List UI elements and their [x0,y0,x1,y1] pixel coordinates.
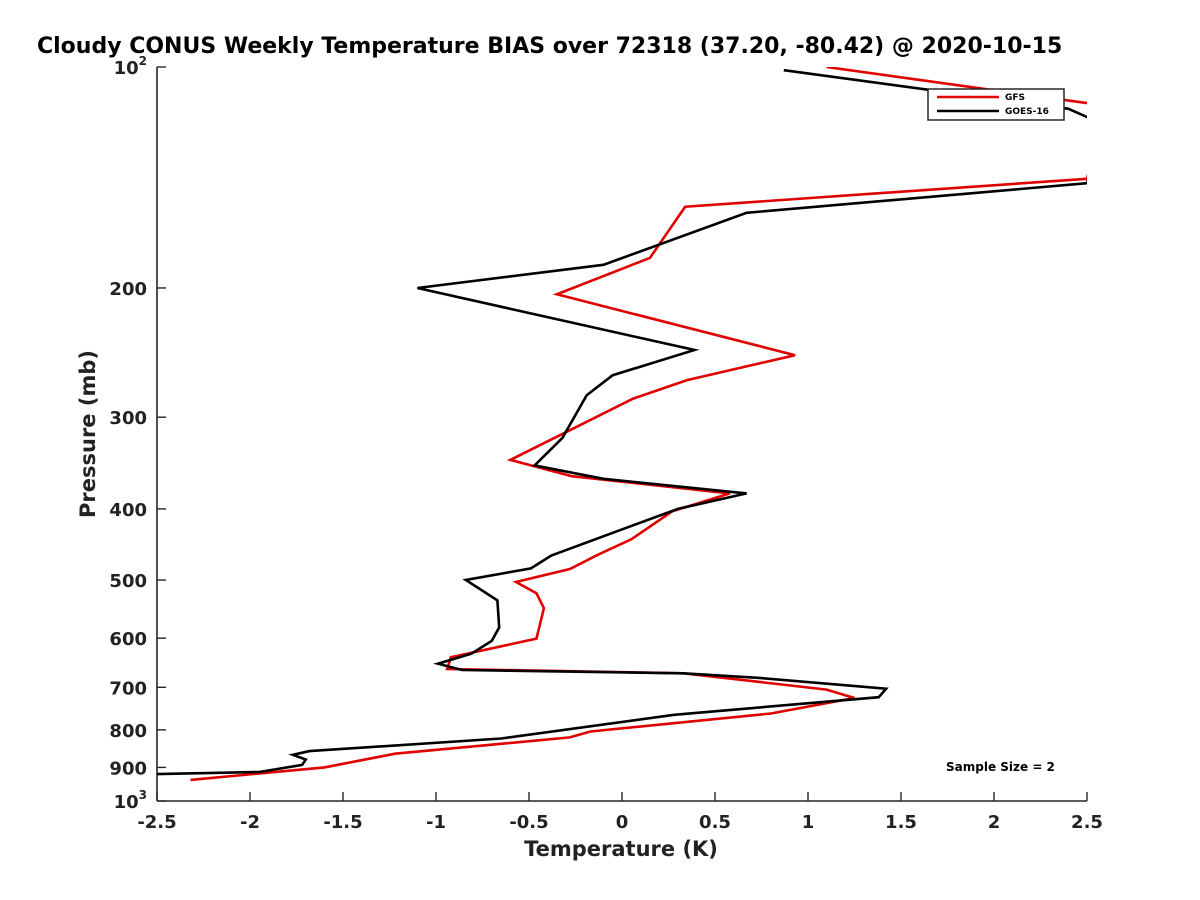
x-tick-label: 0 [616,812,629,833]
x-tick-label: 2 [988,812,1001,833]
legend-label-gfs: GFS [1005,93,1025,103]
x-axis-label: Temperature (K) [524,837,718,861]
legend: GFS GOES-16 [927,88,1065,121]
series-lines [157,67,1087,782]
y-tick-label: 400 [109,500,147,521]
x-ticks: -2.5 -2 -1.5 -1 -0.5 0 0.5 1 1.5 2 2.5 [137,792,1103,833]
x-tick-label: 2.5 [1071,812,1103,833]
chart-title: Cloudy CONUS Weekly Temperature BIAS ove… [37,34,1062,59]
y-tick-label: 102 [114,54,147,79]
x-tick-label: -1.5 [323,812,362,833]
legend-box [927,88,1065,121]
x-tick-label: 1 [802,812,815,833]
plot-area: -2.5 -2 -1.5 -1 -0.5 0 0.5 1 1.5 2 2.5 102 200 300 40… [109,54,1103,833]
y-tick-label: 900 [109,758,147,779]
y-ticks: 102 200 300 400 500 600 700 800 900 103 [109,54,166,813]
y-axis-label: Pressure (mb) [76,350,100,518]
legend-label-goes16: GOES-16 [1005,107,1049,117]
x-tick-label: 0.5 [699,812,731,833]
x-tick-label: -0.5 [509,812,548,833]
x-tick-label: -1 [426,812,446,833]
y-tick-label: 300 [109,408,147,429]
y-tick-label: 103 [114,788,147,813]
y-tick-label: 800 [109,721,147,742]
x-tick-label: 1.5 [885,812,917,833]
x-tick-label: -2 [240,812,260,833]
sample-size-annotation: Sample Size = 2 [946,760,1055,774]
x-tick-label: -2.5 [137,812,176,833]
y-tick-label: 600 [109,629,147,650]
series-line-goes16 [157,68,1087,776]
y-tick-label: 200 [109,279,147,300]
series-line-gfs [190,67,1087,782]
y-tick-label: 700 [109,678,147,699]
y-tick-label: 500 [109,571,147,592]
